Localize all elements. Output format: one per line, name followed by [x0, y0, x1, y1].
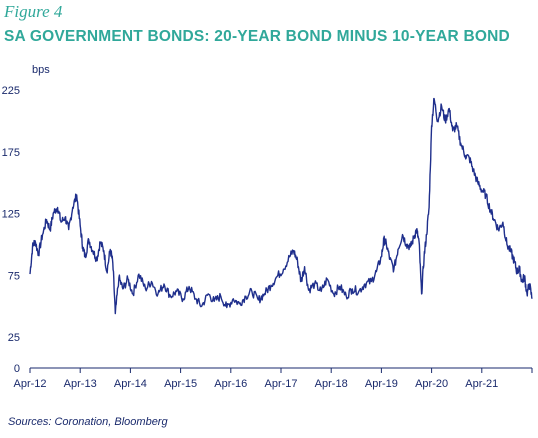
x-tick-label: Apr-16: [214, 378, 247, 390]
chart-title: SA GOVERNMENT BONDS: 20-YEAR BOND MINUS …: [4, 28, 510, 45]
x-tick-label: Apr-21: [465, 378, 498, 390]
x-axis-ticks: Apr-12 Apr-13 Apr-14 Apr-15 Apr-16 Apr-17 Apr-…: [13, 368, 533, 390]
x-tick-label: Apr-12: [13, 378, 46, 390]
y-tick-label: 75: [8, 270, 20, 282]
series-line: [29, 97, 533, 315]
x-tick-label: Apr-20: [415, 378, 448, 390]
x-tick-label: Apr-13: [64, 378, 97, 390]
y-tick-label: 25: [8, 332, 20, 344]
x-tick-label: Apr-14: [114, 378, 147, 390]
y-axis-unit-label: bps: [32, 64, 50, 76]
x-tick-label: Apr-15: [164, 378, 197, 390]
source-note: Sources: Coronation, Bloomberg: [8, 416, 168, 428]
y-tick-label: 0: [14, 363, 20, 375]
figure-label: Figure 4: [4, 2, 63, 21]
y-axis-ticks: 0 25 75 125 175 225: [2, 85, 20, 375]
x-tick-label: Apr-18: [315, 378, 348, 390]
x-tick-label: Apr-19: [365, 378, 398, 390]
y-tick-label: 225: [2, 85, 20, 97]
y-tick-label: 125: [2, 209, 20, 221]
y-tick-label: 175: [2, 147, 20, 159]
x-tick-label: Apr-17: [264, 378, 297, 390]
